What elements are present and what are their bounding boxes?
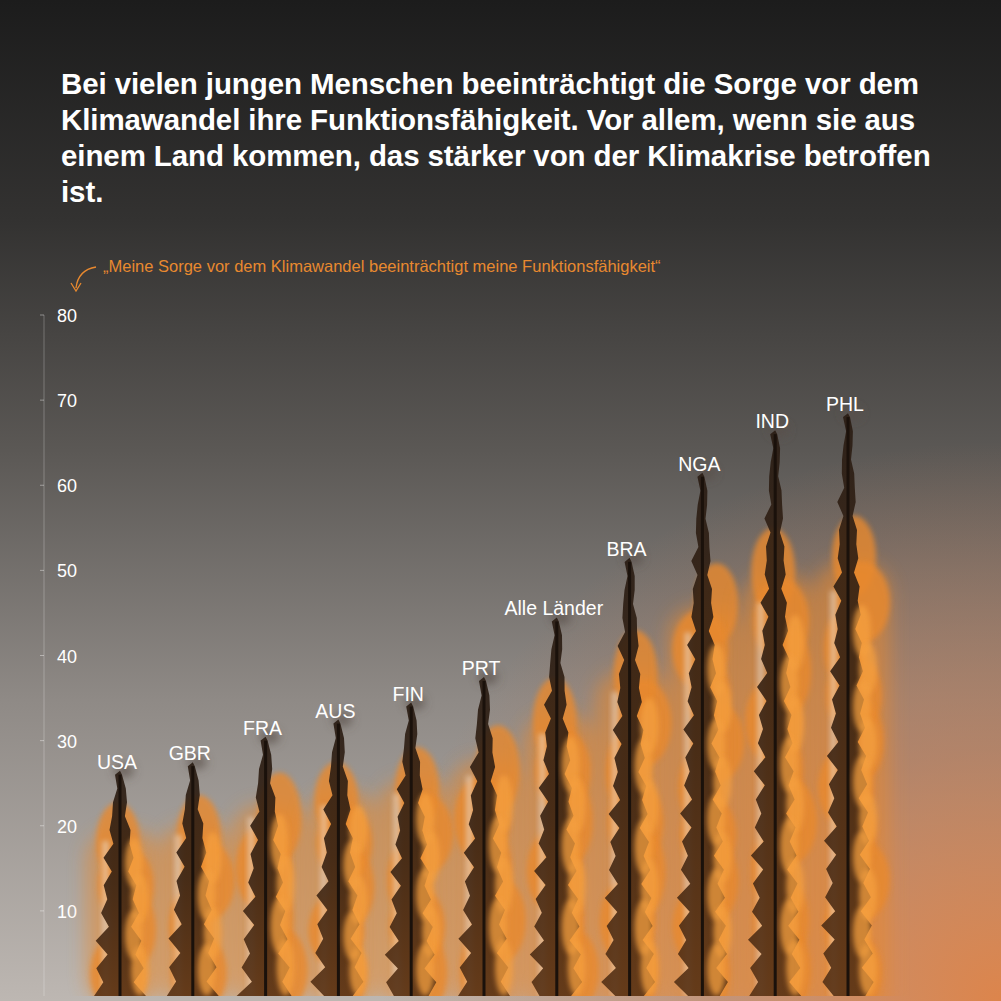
tree-bar	[596, 551, 672, 996]
flame	[198, 944, 216, 996]
tree-bar	[814, 406, 890, 996]
y-tick	[40, 655, 44, 656]
y-tick	[40, 570, 44, 571]
trunk	[701, 477, 704, 996]
trunk	[483, 681, 486, 996]
trunk	[264, 741, 267, 996]
y-tick-label: 30	[57, 732, 77, 752]
flame	[349, 947, 367, 996]
trunk	[774, 434, 777, 996]
y-tick	[40, 315, 44, 316]
y-tick-label: 40	[57, 647, 77, 667]
y-tick-label: 70	[57, 391, 77, 411]
y-tick	[40, 400, 44, 401]
trunk	[628, 562, 631, 996]
flame	[277, 938, 295, 995]
chart: 10 20 30 40 50 60 70 80 „Meine Sorge vor dem Kli…	[0, 0, 1001, 1001]
tree-bar	[232, 730, 308, 996]
y-tick	[40, 825, 44, 826]
category-label: FRA	[243, 717, 282, 739]
trunk	[191, 766, 194, 996]
category-label: GBR	[169, 742, 211, 764]
title: Bei vielen jungen Menschen beeinträchtig…	[61, 66, 941, 210]
tree-bar	[304, 713, 380, 996]
flame	[495, 939, 513, 996]
y-tick	[40, 740, 44, 741]
y-tick-label: 20	[57, 817, 77, 837]
flame	[786, 940, 804, 996]
category-label: AUS	[315, 700, 355, 722]
category-label: IND	[755, 410, 789, 432]
y-axis-label: „Meine Sorge vor dem Klimawandel beeintr…	[103, 257, 661, 275]
category-label: PHL	[826, 393, 864, 415]
arrow-head	[71, 283, 81, 291]
y-tick	[40, 485, 44, 486]
y-tick	[40, 910, 44, 911]
arrow	[76, 267, 96, 288]
category-label: NGA	[678, 453, 720, 475]
flame	[641, 940, 659, 996]
category-label: BRA	[607, 538, 647, 560]
plot-area	[86, 406, 890, 996]
trunk	[337, 724, 340, 996]
y-tick-label: 50	[57, 561, 77, 581]
tree	[167, 762, 219, 996]
tree-bar	[159, 755, 235, 996]
trunk	[555, 621, 558, 996]
flame	[568, 940, 586, 996]
y-tick-label: 80	[57, 306, 77, 326]
trunk	[847, 417, 850, 996]
trunk	[119, 775, 122, 996]
tree-bar	[668, 466, 744, 996]
flame	[416, 944, 434, 996]
category-label: FIN	[392, 683, 423, 705]
trunk	[410, 707, 413, 996]
tree	[601, 558, 655, 996]
y-tick-label: 60	[57, 476, 77, 496]
y-tick-label: 10	[57, 902, 77, 922]
flame	[859, 944, 877, 996]
category-label: Alle Länder	[504, 597, 603, 619]
category-label: PRT	[462, 657, 501, 679]
tree-bar	[523, 610, 599, 996]
flame	[707, 944, 725, 996]
tree-bar	[86, 764, 162, 996]
tree	[821, 413, 873, 996]
tree-bar	[450, 670, 526, 996]
tree-bar	[377, 696, 453, 996]
flame	[131, 946, 149, 996]
category-label: USA	[97, 751, 137, 773]
tree-bar	[741, 423, 817, 996]
